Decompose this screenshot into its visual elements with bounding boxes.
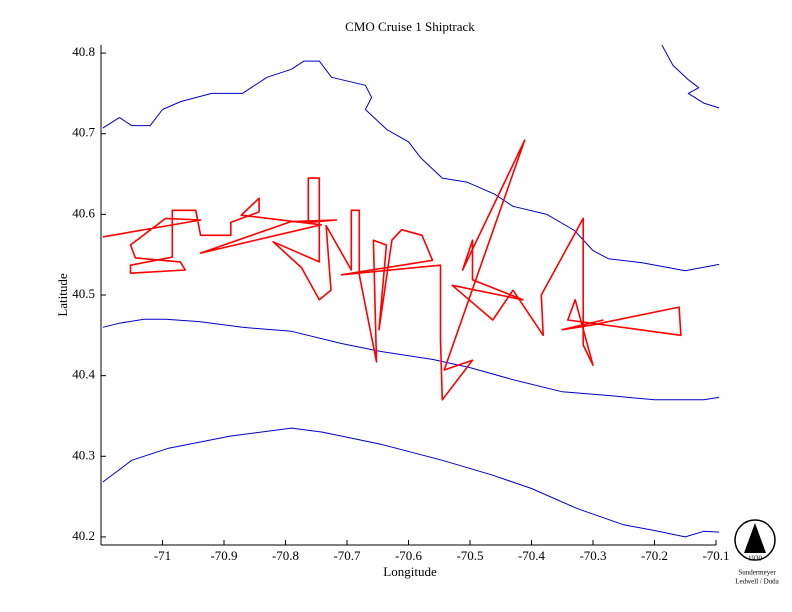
series-line (102, 44, 720, 538)
x-tick-label: -70.3 (579, 548, 606, 563)
logo-sail (744, 523, 766, 553)
x-axis-label: Longitude (383, 564, 437, 579)
logo-text: Sundermeyer (738, 569, 776, 577)
y-tick-label: 40.3 (72, 447, 95, 462)
y-tick-label: 40.8 (72, 44, 95, 59)
x-tick-label: -70.6 (395, 548, 423, 563)
logo-text: Ledwell / Duda (735, 578, 779, 586)
y-axis-label: Latitude (55, 273, 70, 317)
logo-year: 1930 (748, 555, 763, 563)
x-tick-label: -70.1 (702, 548, 729, 563)
x-tick-label: -70.2 (641, 548, 668, 563)
y-tick-label: 40.2 (72, 528, 95, 543)
x-tick-label: -70.5 (456, 548, 483, 563)
y-tick-label: 40.6 (72, 205, 95, 220)
x-tick-label: -71 (154, 548, 171, 563)
y-tick-label: 40.7 (72, 125, 95, 140)
chart-title: CMO Cruise 1 Shiptrack (345, 19, 475, 34)
logo: 1930 Sundermeyer Ledwell / Duda (734, 519, 780, 586)
x-tick-label: -70.7 (333, 548, 361, 563)
x-tick-label: -70.8 (272, 548, 299, 563)
logo-ring (734, 519, 776, 561)
y-tick-label: 40.4 (72, 367, 95, 382)
x-tick-label: -70.9 (210, 548, 237, 563)
series-line (102, 139, 682, 401)
x-tick-label: -70.4 (518, 548, 546, 563)
y-tick-label: 40.5 (72, 286, 95, 301)
